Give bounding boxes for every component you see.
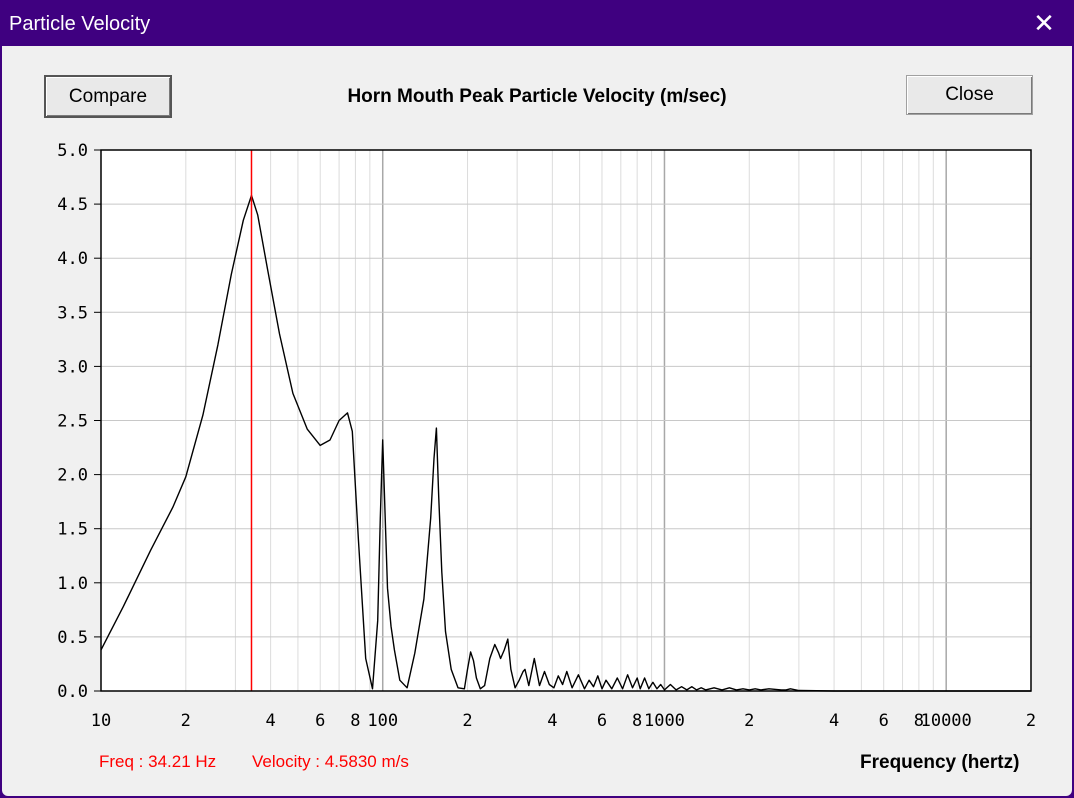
y-tick-label: 1.5 [57, 520, 88, 540]
y-tick-label: 0.0 [57, 682, 88, 702]
x-tick-label: 2 [181, 711, 191, 731]
x-tick-label: 4 [265, 711, 275, 731]
freq-readout: Freq : 34.21 Hz [99, 752, 217, 771]
y-tick-label: 2.5 [57, 412, 88, 432]
velocity-readout: Velocity : 4.5830 m/s [252, 752, 409, 771]
x-tick-label: 6 [879, 711, 889, 731]
x-tick-label: 2 [462, 711, 472, 731]
x-tick-label: 6 [315, 711, 325, 731]
x-axis-label: Frequency (hertz) [860, 752, 1020, 773]
y-tick-label: 3.5 [57, 303, 88, 323]
chart-title: Horn Mouth Peak Particle Velocity (m/sec… [347, 86, 727, 107]
y-tick-label: 5.0 [57, 141, 88, 161]
window-title: Particle Velocity [9, 13, 151, 35]
title-bar: Particle Velocity ✕ [0, 0, 1074, 46]
y-tick-label: 3.0 [57, 357, 88, 377]
x-tick-label: 1000 [644, 711, 685, 731]
close-button-label: Close [945, 84, 994, 105]
x-tick-label: 8 [350, 711, 360, 731]
y-tick-label: 0.5 [57, 628, 88, 648]
compare-button-label: Compare [68, 85, 148, 107]
x-tick-label: 4 [547, 711, 557, 731]
y-tick-label: 4.0 [57, 249, 88, 269]
x-tick-label: 8 [914, 711, 924, 731]
close-button[interactable]: Close [906, 75, 1033, 115]
y-tick-label: 4.5 [57, 195, 88, 215]
x-tick-label: 8 [632, 711, 642, 731]
dialog-client-area: Compare Horn Mouth Peak Particle Velocit… [2, 46, 1072, 796]
x-tick-label: 10000 [921, 711, 972, 731]
plot-border [100, 149, 1032, 692]
velocity-chart: 0.00.51.01.52.02.53.03.54.04.55.010 2 4 6 8 1… [57, 141, 1036, 731]
x-tick-label: 4 [829, 711, 839, 731]
x-tick-label: 2 [744, 711, 754, 731]
x-tick-label: 2 [1026, 711, 1036, 731]
y-tick-label: 2.0 [57, 466, 88, 486]
velocity-trace [100, 194, 1031, 692]
x-tick-label: 6 [597, 711, 607, 731]
x-tick-label: 10 [91, 711, 111, 731]
y-tick-label: 1.0 [57, 574, 88, 594]
close-icon[interactable]: ✕ [1033, 8, 1055, 38]
compare-button[interactable]: Compare [44, 75, 172, 118]
x-tick-label: 100 [367, 711, 398, 731]
